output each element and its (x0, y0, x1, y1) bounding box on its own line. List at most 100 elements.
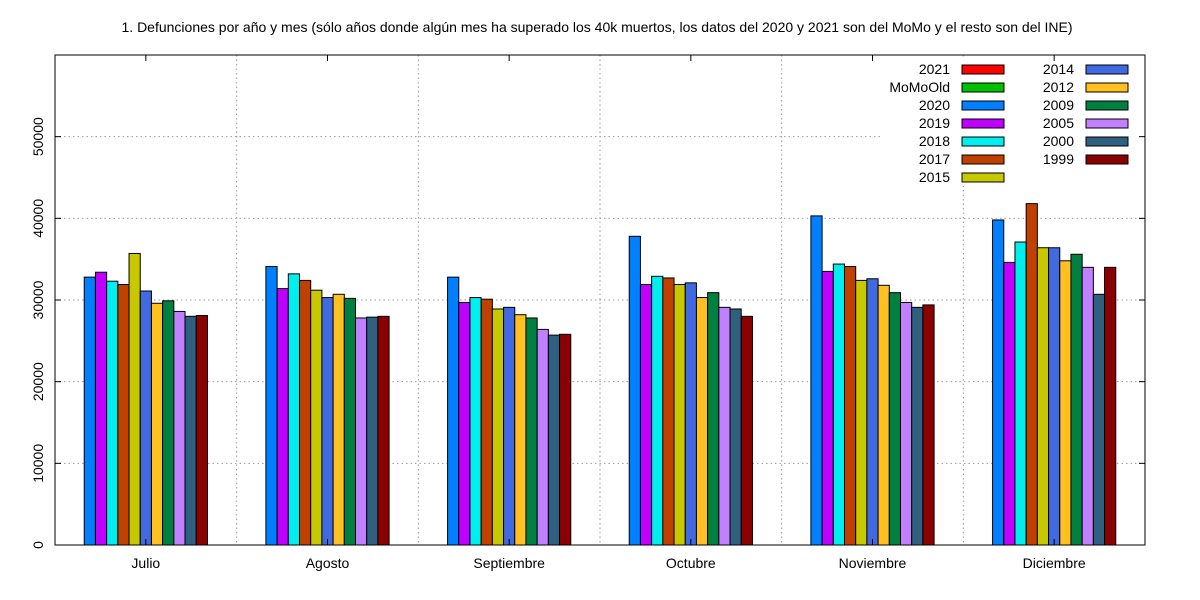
legend-swatch (1085, 136, 1129, 147)
legend-label: 2020 (919, 97, 950, 113)
bar-2012 (1059, 260, 1072, 546)
legend-label: 2009 (1043, 97, 1074, 113)
legend-label: 2014 (1043, 61, 1074, 77)
bar-2018 (651, 275, 664, 546)
bar-2009 (343, 297, 356, 546)
bar-2012 (695, 297, 709, 546)
bar-2000 (911, 306, 924, 546)
legend-label: 1999 (1043, 151, 1074, 167)
bar-2017 (299, 279, 312, 546)
bar-2019 (821, 270, 834, 546)
bar-2014 (684, 282, 697, 546)
bars (83, 203, 1117, 546)
legend-swatch (961, 154, 1005, 165)
bar-1999 (1104, 266, 1117, 546)
bar-2015 (673, 283, 686, 546)
legend-label: 2012 (1043, 79, 1074, 95)
bar-2009 (162, 300, 175, 546)
bar-2012 (877, 284, 890, 546)
legend-label: 2005 (1043, 115, 1074, 131)
bar-2009 (707, 292, 720, 546)
plot-frame (54, 54, 1146, 546)
legend-swatch (1085, 64, 1129, 75)
legend-swatch (961, 82, 1005, 93)
axes: 0 10000 20000 30000 40000 50000 Julio Agosto Sep… (30, 54, 1146, 571)
bar-2000 (1092, 293, 1106, 546)
bar-2020 (628, 235, 641, 546)
legend-swatch (1085, 82, 1129, 93)
bar-1999 (740, 315, 753, 546)
bar-2017 (480, 298, 493, 546)
x-tick-label: Agosto (306, 555, 350, 571)
bar-2000 (366, 316, 379, 546)
bar-2019 (639, 283, 653, 546)
y-tick-label: 30000 (30, 280, 46, 319)
y-tick-label: 10000 (30, 444, 46, 483)
bar-2005 (173, 310, 186, 546)
bar-1999 (559, 333, 572, 546)
bar-2018 (106, 280, 119, 546)
bar-2000 (729, 308, 742, 546)
y-tick-label: 40000 (30, 199, 46, 238)
bar-2009 (525, 317, 538, 546)
bar-2019 (1003, 261, 1016, 546)
bar-2015 (128, 252, 141, 546)
bar-2020 (83, 276, 96, 546)
bar-2017 (844, 266, 857, 546)
legend-swatch (961, 118, 1005, 129)
legend-label: 2017 (919, 151, 950, 167)
bar-2005 (536, 328, 549, 546)
chart-title: 1. Defunciones por año y mes (sólo años … (122, 19, 1073, 35)
x-tick-label: Julio (131, 555, 160, 571)
bar-2000 (184, 315, 197, 546)
bar-2017 (662, 277, 675, 546)
y-tick-label: 50000 (30, 117, 46, 156)
bar-2005 (718, 306, 731, 546)
bar-2014 (866, 278, 879, 546)
bar-2014 (503, 306, 516, 546)
bar-2015 (310, 289, 323, 546)
bar-2005 (355, 317, 368, 546)
bar-2009 (1070, 253, 1083, 546)
bar-2005 (1081, 266, 1094, 546)
x-tick-label: Noviembre (839, 555, 907, 571)
legend-label: 2000 (1043, 133, 1074, 149)
bar-2018 (469, 297, 482, 546)
bar-1999 (377, 315, 390, 546)
x-tick-label: Diciembre (1023, 555, 1086, 571)
bar-2020 (265, 266, 278, 546)
x-tick-label: Octubre (666, 555, 716, 571)
bar-2018 (287, 273, 300, 546)
legend-label: 2018 (919, 133, 950, 149)
bar-2019 (458, 301, 471, 546)
legend-label: 2015 (919, 169, 950, 185)
legend-swatch (1085, 100, 1129, 111)
legend: 2021 MoMoOld 2020 2019 2018 2017 2015 2014 2012 2… (880, 58, 1142, 186)
legend-swatch (1085, 154, 1129, 165)
bar-2018 (832, 263, 845, 546)
bar-2014 (1048, 247, 1061, 546)
bar-2019 (94, 271, 108, 546)
bar-2000 (547, 334, 561, 546)
legend-label: 2021 (919, 61, 950, 77)
bar-2020 (447, 276, 460, 546)
legend-label: 2019 (919, 115, 950, 131)
bar-2012 (332, 293, 345, 546)
y-tick-label: 20000 (30, 362, 46, 401)
bar-2017 (117, 283, 130, 546)
bar-2015 (1036, 247, 1050, 546)
legend-swatch (961, 64, 1005, 75)
bar-2005 (900, 301, 913, 546)
bar-2009 (888, 292, 901, 546)
bar-2014 (321, 297, 334, 546)
bar-2020 (810, 215, 823, 546)
bar-2015 (855, 279, 868, 546)
bar-2012 (514, 314, 527, 546)
legend-label: MoMoOld (889, 79, 950, 95)
bar-1999 (195, 315, 208, 546)
bar-2015 (491, 308, 505, 546)
legend-swatch (961, 136, 1005, 147)
y-tick-label: 0 (30, 541, 46, 549)
bar-2012 (150, 302, 164, 546)
